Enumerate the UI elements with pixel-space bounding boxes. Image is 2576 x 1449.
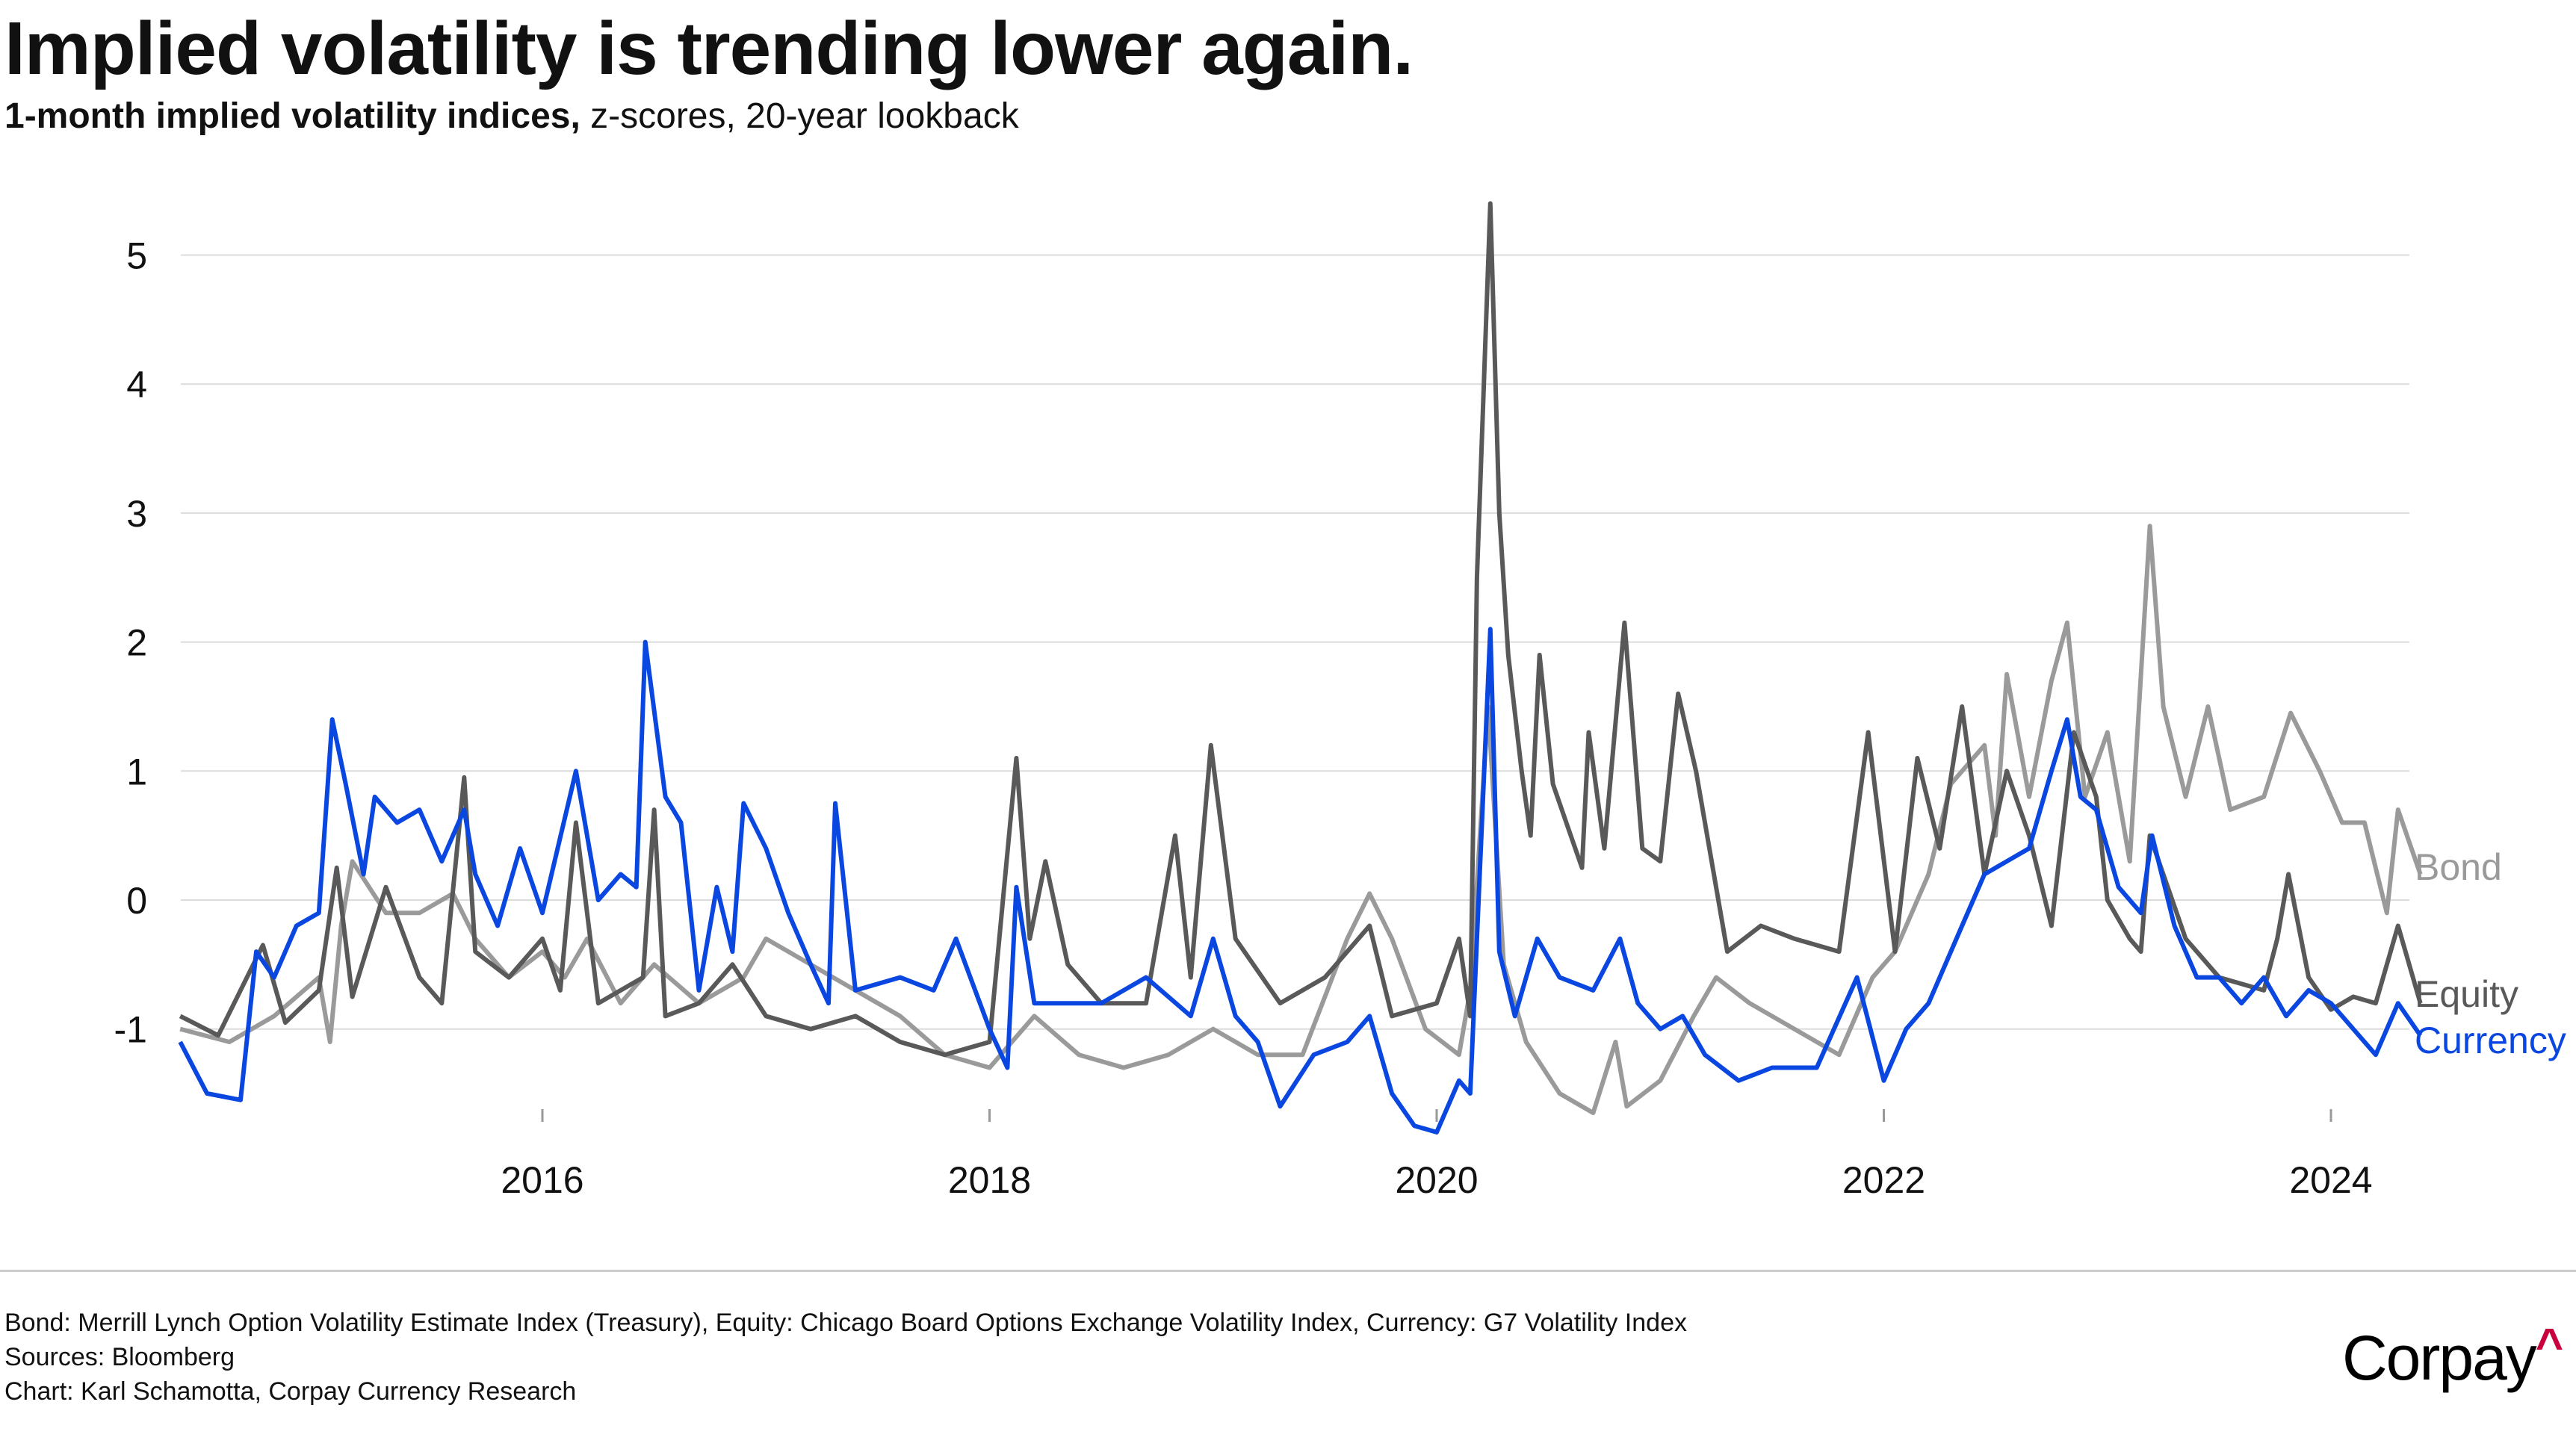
- footer-credit: Chart: Karl Schamotta, Corpay Currency R…: [4, 1377, 577, 1406]
- series-label-equity: Equity: [2415, 973, 2518, 1015]
- footer-sources: Sources: Bloomberg: [4, 1343, 235, 1371]
- footer-note: Bond: Merrill Lynch Option Volatility Es…: [4, 1309, 1687, 1337]
- logo-caret-icon: ^: [2535, 1318, 2563, 1372]
- gridlines: [181, 254, 2409, 1030]
- series-label-bond: Bond: [2415, 846, 2502, 888]
- x-axis-ticks: 2016 2018 2020 2022 2024: [501, 1109, 2373, 1201]
- y-tick-label: 3: [126, 493, 147, 535]
- series-label-currency: Currency: [2415, 1020, 2566, 1061]
- subtitle-bold: 1-month implied volatility indices,: [4, 96, 580, 136]
- y-tick-label: 4: [126, 364, 147, 406]
- x-tick-label: 2018: [948, 1159, 1031, 1201]
- chart-title: Implied volatility is trending lower aga…: [4, 7, 1414, 90]
- series-lines: [178, 201, 2423, 1135]
- subtitle-rest: z-scores, 20-year lookback: [580, 96, 1019, 136]
- chart-subtitle: 1-month implied volatility indices, z-sc…: [4, 96, 1019, 137]
- y-tick-label: 5: [126, 235, 147, 277]
- y-tick-label: 2: [126, 622, 147, 664]
- corpay-logo: Corpay^: [2342, 1318, 2563, 1394]
- y-tick-label: 0: [126, 880, 147, 922]
- x-tick-label: 2022: [1842, 1159, 1925, 1201]
- logo-text: Corpay: [2342, 1323, 2537, 1393]
- y-axis-ticks: -1 0 1 2 3 4 5: [114, 235, 147, 1051]
- series-line-bond: [179, 524, 2423, 1115]
- series-labels: Bond Equity Currency: [2415, 846, 2566, 1061]
- footer-divider: [0, 1270, 2576, 1272]
- x-tick-label: 2020: [1395, 1159, 1478, 1201]
- x-tick-label: 2024: [2289, 1159, 2372, 1201]
- series-line-currency: [178, 627, 2423, 1135]
- y-tick-label: 1: [126, 751, 147, 792]
- y-tick-label: -1: [114, 1009, 147, 1051]
- line-chart: -1 0 1 2 3 4 5 2016 2018 2020 2022 2024 Bond Equity…: [114, 201, 2566, 1201]
- series-line-equity: [179, 201, 2423, 1058]
- x-tick-label: 2016: [501, 1159, 583, 1201]
